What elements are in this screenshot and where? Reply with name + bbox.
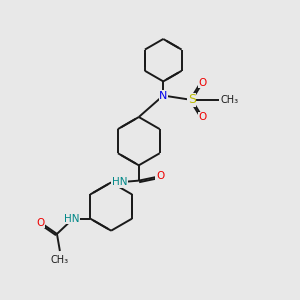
Text: O: O	[198, 78, 206, 88]
Text: N: N	[159, 91, 167, 100]
Text: CH₃: CH₃	[51, 254, 69, 265]
Text: S: S	[188, 93, 196, 106]
Text: HN: HN	[112, 177, 128, 187]
Text: O: O	[156, 171, 164, 181]
Text: CH₃: CH₃	[221, 95, 239, 105]
Text: O: O	[198, 112, 206, 122]
Text: HN: HN	[64, 214, 80, 224]
Text: O: O	[37, 218, 45, 228]
